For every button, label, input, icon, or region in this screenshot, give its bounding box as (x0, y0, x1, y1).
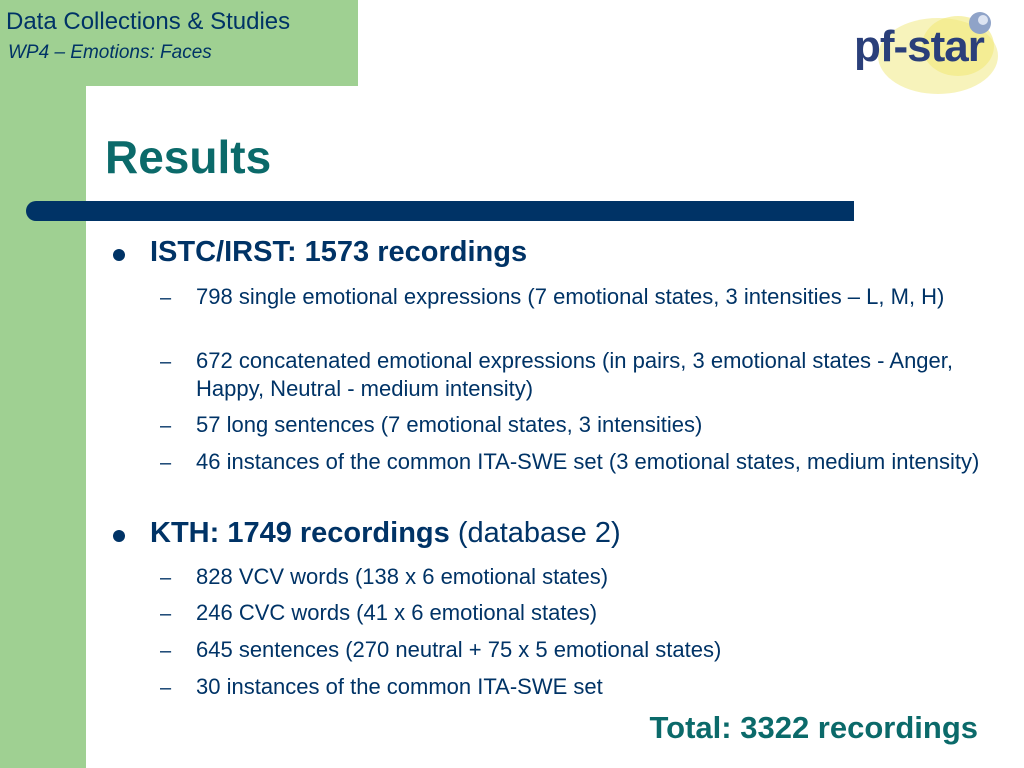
header-band (0, 0, 358, 86)
header-title: Data Collections & Studies (6, 8, 291, 35)
dash-icon: – (160, 567, 172, 589)
dash-icon: – (160, 452, 172, 474)
dash-icon: – (160, 351, 172, 373)
list-item: 57 long sentences (7 emotional states, 3… (196, 412, 703, 437)
section-heading: KTH: 1749 recordings (database 2) (150, 517, 621, 550)
section-heading-bold: ISTC/IRST: 1573 recordings (150, 236, 528, 268)
sidebar-band (0, 86, 86, 768)
pf-star-logo-icon (878, 12, 998, 94)
section-heading-rest: (database 2) (449, 517, 621, 549)
list-item: 46 instances of the common ITA-SWE set (… (196, 449, 980, 474)
dash-icon: – (160, 415, 172, 437)
dash-icon: – (160, 603, 172, 625)
list-item: 672 concatenated emotional expressions (… (196, 348, 954, 401)
dash-icon: – (160, 677, 172, 699)
title-underline-bar (26, 201, 854, 221)
list-item: 30 instances of the common ITA-SWE set (196, 674, 603, 699)
bullet-icon (113, 530, 125, 542)
header-subtitle: WP4 – Emotions: Faces (8, 42, 212, 63)
list-item: 246 CVC words (41 x 6 emotional states) (196, 600, 598, 625)
total-recordings: Total: 3322 recordings (649, 710, 978, 745)
section-heading-bold: KTH: 1749 recordings (150, 517, 450, 549)
dash-icon: – (160, 640, 172, 662)
list-item: 828 VCV words (138 x 6 emotional states) (196, 564, 609, 589)
list-item: 645 sentences (270 neutral + 75 x 5 emot… (196, 637, 722, 662)
section-heading: ISTC/IRST: 1573 recordings (150, 236, 527, 269)
bullet-icon (113, 249, 125, 261)
dash-icon: – (160, 287, 172, 309)
list-item: 798 single emotional expressions (7 emot… (196, 284, 945, 309)
slide-title: Results (105, 131, 272, 183)
logo-text: pf-star (854, 22, 985, 71)
